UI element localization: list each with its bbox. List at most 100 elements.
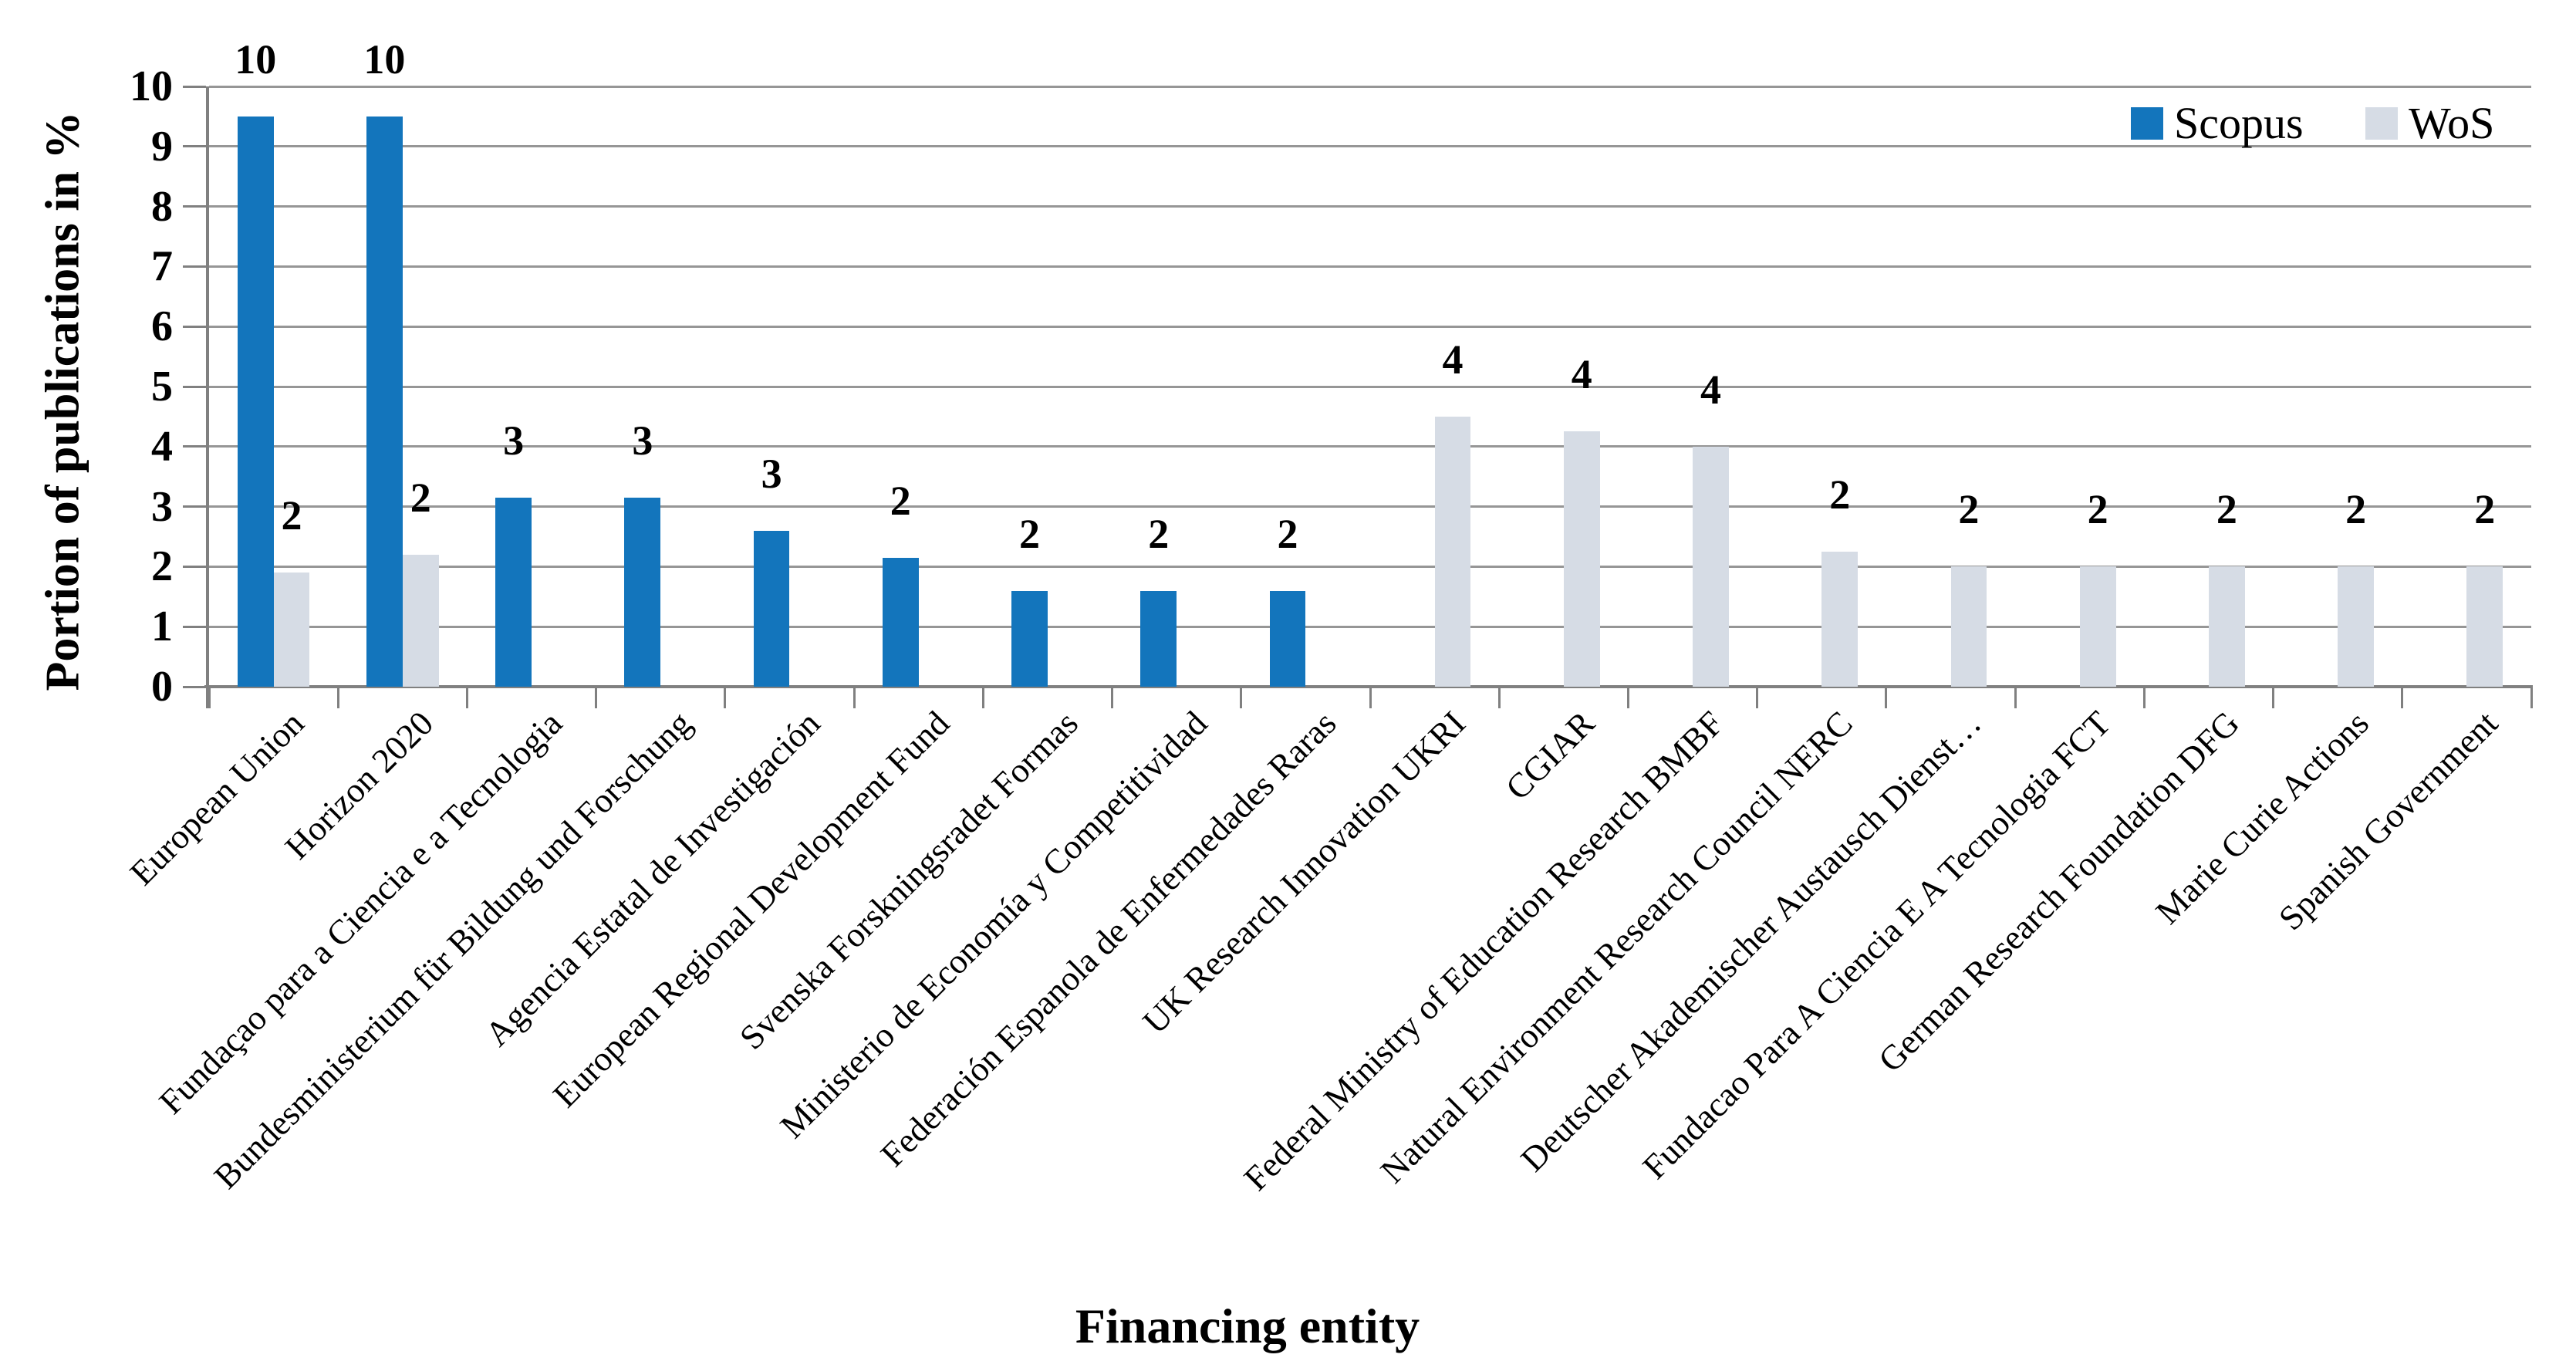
- category-label: Spanish Government: [2270, 704, 2505, 938]
- x-tick: [1111, 687, 1114, 708]
- y-tick-label: 3: [151, 482, 173, 531]
- x-tick: [2142, 687, 2146, 708]
- y-tick: [183, 85, 206, 88]
- bar-wos-17: [2466, 566, 2503, 687]
- bar-value-label: 4: [1442, 336, 1464, 383]
- bar-value-label: 4: [1700, 366, 1721, 413]
- x-tick: [1885, 687, 1888, 708]
- bar-wos-14: [2079, 566, 2116, 687]
- bar-value-label: 2: [1829, 471, 1851, 518]
- bar-value-label: 3: [632, 417, 653, 464]
- bar-value-label: 2: [2216, 486, 2237, 533]
- scopus-swatch-icon: [2131, 107, 2163, 140]
- x-tick: [2014, 687, 2017, 708]
- y-tick-label: 5: [151, 363, 173, 410]
- y-tick-label: 4: [151, 422, 173, 471]
- bar-value-label: 2: [410, 474, 431, 521]
- y-tick-label: 7: [151, 242, 173, 291]
- bar-value-label: 2: [2087, 486, 2108, 533]
- bar-value-label: 10: [235, 35, 277, 83]
- bar-wos-12: [1821, 551, 1859, 687]
- category-label: Federación Espanola de Enfermedades Rara…: [873, 704, 1344, 1174]
- y-tick-label: 8: [151, 182, 173, 231]
- x-tick: [852, 687, 856, 708]
- y-tick: [183, 625, 206, 628]
- category-label: Marie Curie Actions: [2148, 704, 2376, 932]
- category-label: European Union: [123, 704, 312, 893]
- gridline: [209, 385, 2531, 388]
- bar-scopus-7: [1140, 590, 1177, 687]
- bar-value-label: 2: [1958, 486, 1980, 533]
- bar-scopus-3: [624, 497, 661, 687]
- y-tick-label: 9: [151, 122, 173, 171]
- y-tick: [183, 385, 206, 388]
- gridline: [209, 265, 2531, 268]
- legend-item-scopus: Scopus: [2131, 98, 2304, 148]
- y-tick-label: 10: [130, 62, 173, 110]
- x-axis-title: Financing entity: [1075, 1299, 1420, 1353]
- bar-scopus-5: [882, 557, 919, 687]
- legend-label: Scopus: [2174, 98, 2304, 148]
- x-tick: [465, 687, 468, 708]
- bar-scopus-4: [753, 530, 790, 687]
- y-tick: [183, 265, 206, 268]
- y-tick-label: 0: [151, 663, 173, 711]
- bar-scopus-1: [366, 116, 403, 687]
- y-tick: [183, 325, 206, 328]
- x-tick: [208, 687, 211, 708]
- x-tick: [2530, 687, 2533, 708]
- x-tick: [1369, 687, 1372, 708]
- y-tick: [183, 685, 206, 688]
- bar-wos-16: [2338, 566, 2374, 687]
- bar-wos-13: [1950, 566, 1987, 687]
- bar-value-label: 2: [890, 477, 911, 524]
- x-tick: [336, 687, 339, 708]
- bar-value-label: 2: [2345, 486, 2367, 533]
- category-label: Deutscher Akademischer Austausch Dienst…: [1513, 704, 1989, 1179]
- category-label: Bundesministerium für Bildung und Forsch…: [206, 704, 699, 1197]
- y-tick: [183, 205, 206, 208]
- y-axis-line: [206, 86, 209, 708]
- x-tick: [1497, 687, 1501, 708]
- x-tick: [2401, 687, 2404, 708]
- bar-value-label: 3: [761, 450, 782, 497]
- gridline: [209, 505, 2531, 508]
- legend-label: WoS: [2409, 98, 2495, 148]
- bar-scopus-8: [1269, 590, 1306, 687]
- x-tick: [981, 687, 984, 708]
- y-tick-label: 6: [151, 302, 173, 351]
- bar-wos-11: [1693, 446, 1729, 687]
- category-label: Fundacao Para A Ciencia E A Tecnologia F…: [1635, 704, 2119, 1187]
- bar-value-label: 2: [281, 492, 302, 539]
- x-tick: [1756, 687, 1759, 708]
- gridline: [209, 325, 2531, 328]
- bar-value-label: 4: [1571, 351, 1592, 398]
- bar-value-label: 2: [1148, 510, 1170, 557]
- bar-value-label: 3: [503, 417, 525, 464]
- bar-wos-10: [1563, 431, 1600, 687]
- bar-wos-9: [1434, 416, 1471, 687]
- legend-item-wos: WoS: [2365, 98, 2495, 148]
- bar-scopus-6: [1011, 590, 1048, 687]
- category-label: Natural Environment Research Council NER…: [1372, 704, 1860, 1191]
- category-label: Federal Ministry of Education Research B…: [1236, 704, 1731, 1198]
- x-tick: [595, 687, 598, 708]
- y-tick-label: 1: [151, 603, 173, 651]
- bar-value-label: 2: [1277, 510, 1298, 557]
- bar-wos-1: [402, 554, 439, 687]
- x-axis-line: [204, 685, 2533, 688]
- gridline: [209, 565, 2531, 568]
- y-tick-label: 2: [151, 542, 173, 591]
- x-tick: [1240, 687, 1243, 708]
- y-tick: [183, 565, 206, 568]
- gridline: [209, 205, 2531, 208]
- gridline: [209, 625, 2531, 628]
- x-tick: [2272, 687, 2275, 708]
- bar-value-label: 2: [2474, 486, 2496, 533]
- bar-scopus-0: [237, 116, 274, 687]
- y-tick: [183, 445, 206, 448]
- bar-wos-0: [273, 573, 310, 687]
- x-tick: [724, 687, 727, 708]
- bar-wos-15: [2208, 566, 2245, 687]
